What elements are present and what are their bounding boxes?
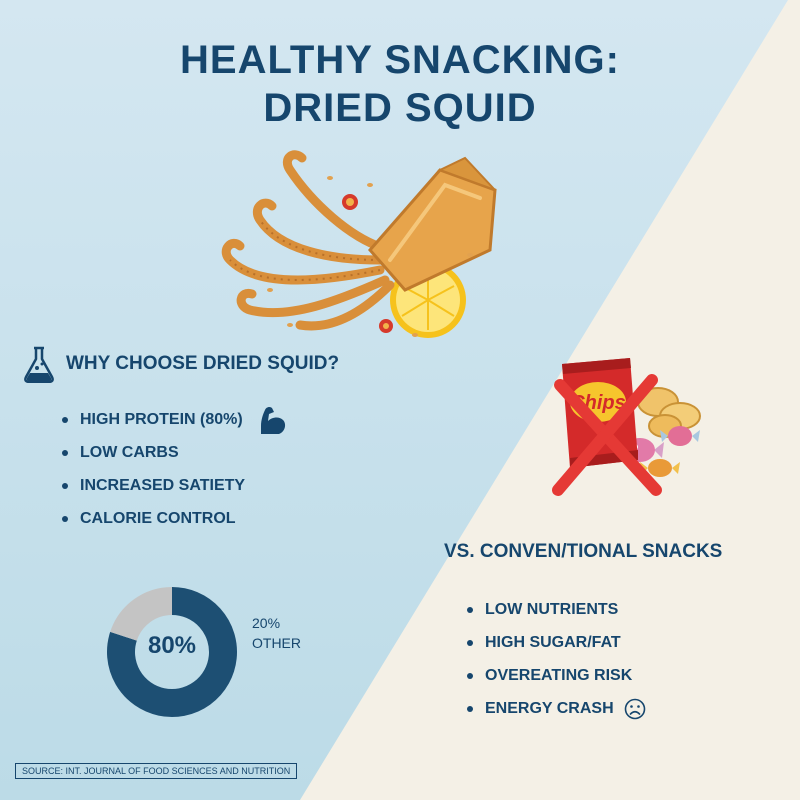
list-item-label: HIGH SUGAR/FAT — [485, 634, 621, 651]
page-title-line-1: HEALTHY SNACKING: — [180, 38, 620, 82]
benefits-list: HIGH PROTEIN (80%) LOW CARBS INCREASED S… — [62, 406, 289, 541]
list-item-label: LOW CARBS — [80, 444, 179, 461]
list-item: INCREASED SATIETY — [62, 475, 289, 497]
benefits-heading: WHY CHOOSE DRIED SQUID? — [66, 353, 340, 374]
bullet-icon — [62, 417, 68, 423]
bullet-icon — [467, 706, 473, 712]
list-item: LOW NUTRIENTS — [467, 599, 646, 621]
list-item: CALORIE CONTROL — [62, 508, 289, 530]
bullet-icon — [62, 516, 68, 522]
list-item: OVEREATING RISK — [467, 665, 646, 687]
list-item: HIGH PROTEIN (80%) — [62, 406, 289, 434]
crossed-out-junk-food-illustration: Chips — [552, 358, 701, 496]
page-title-line-2: DRIED SQUID — [263, 86, 537, 130]
cross-icon — [552, 374, 662, 496]
bullet-icon — [467, 640, 473, 646]
donut-segment-protein — [107, 587, 237, 717]
list-item: ENERGY CRASH — [467, 698, 646, 720]
protein-donut-chart — [107, 587, 237, 717]
flexed-arm-icon — [260, 406, 285, 434]
list-item-label: LOW NUTRIENTS — [485, 601, 619, 618]
dried-squid-illustration — [221, 150, 497, 338]
potato-chips-icon — [637, 387, 701, 438]
bullet-icon — [467, 673, 473, 679]
benefits-heading-row: WHY CHOOSE DRIED SQUID? — [22, 344, 339, 384]
other-category-label: OTHER — [252, 635, 301, 651]
bullet-icon — [467, 607, 473, 613]
list-item-label: INCREASED SATIETY — [80, 477, 246, 494]
list-item-label: ENERGY CRASH — [485, 700, 614, 717]
bullet-icon — [62, 450, 68, 456]
bullet-icon — [62, 483, 68, 489]
list-item-label: OVEREATING RISK — [485, 667, 633, 684]
list-item: LOW CARBS — [62, 442, 289, 464]
comparison-list: LOW NUTRIENTS HIGH SUGAR/FAT OVEREATING … — [467, 599, 646, 731]
list-item-label: CALORIE CONTROL — [80, 510, 236, 527]
flask-icon — [24, 346, 54, 383]
comparison-heading: VS. CONVEN/TIONAL SNACKS — [444, 541, 723, 562]
donut-segment-other — [110, 587, 173, 642]
other-percent-label: 20% — [252, 615, 281, 631]
list-item-label: HIGH PROTEIN (80%) — [80, 411, 243, 428]
source-citation: SOURCE: INT. JOURNAL OF FOOD SCIENCES AN… — [15, 763, 298, 779]
list-item: HIGH SUGAR/FAT — [467, 632, 646, 654]
donut-center-label: 80% — [147, 632, 197, 659]
sad-face-icon — [624, 698, 645, 720]
